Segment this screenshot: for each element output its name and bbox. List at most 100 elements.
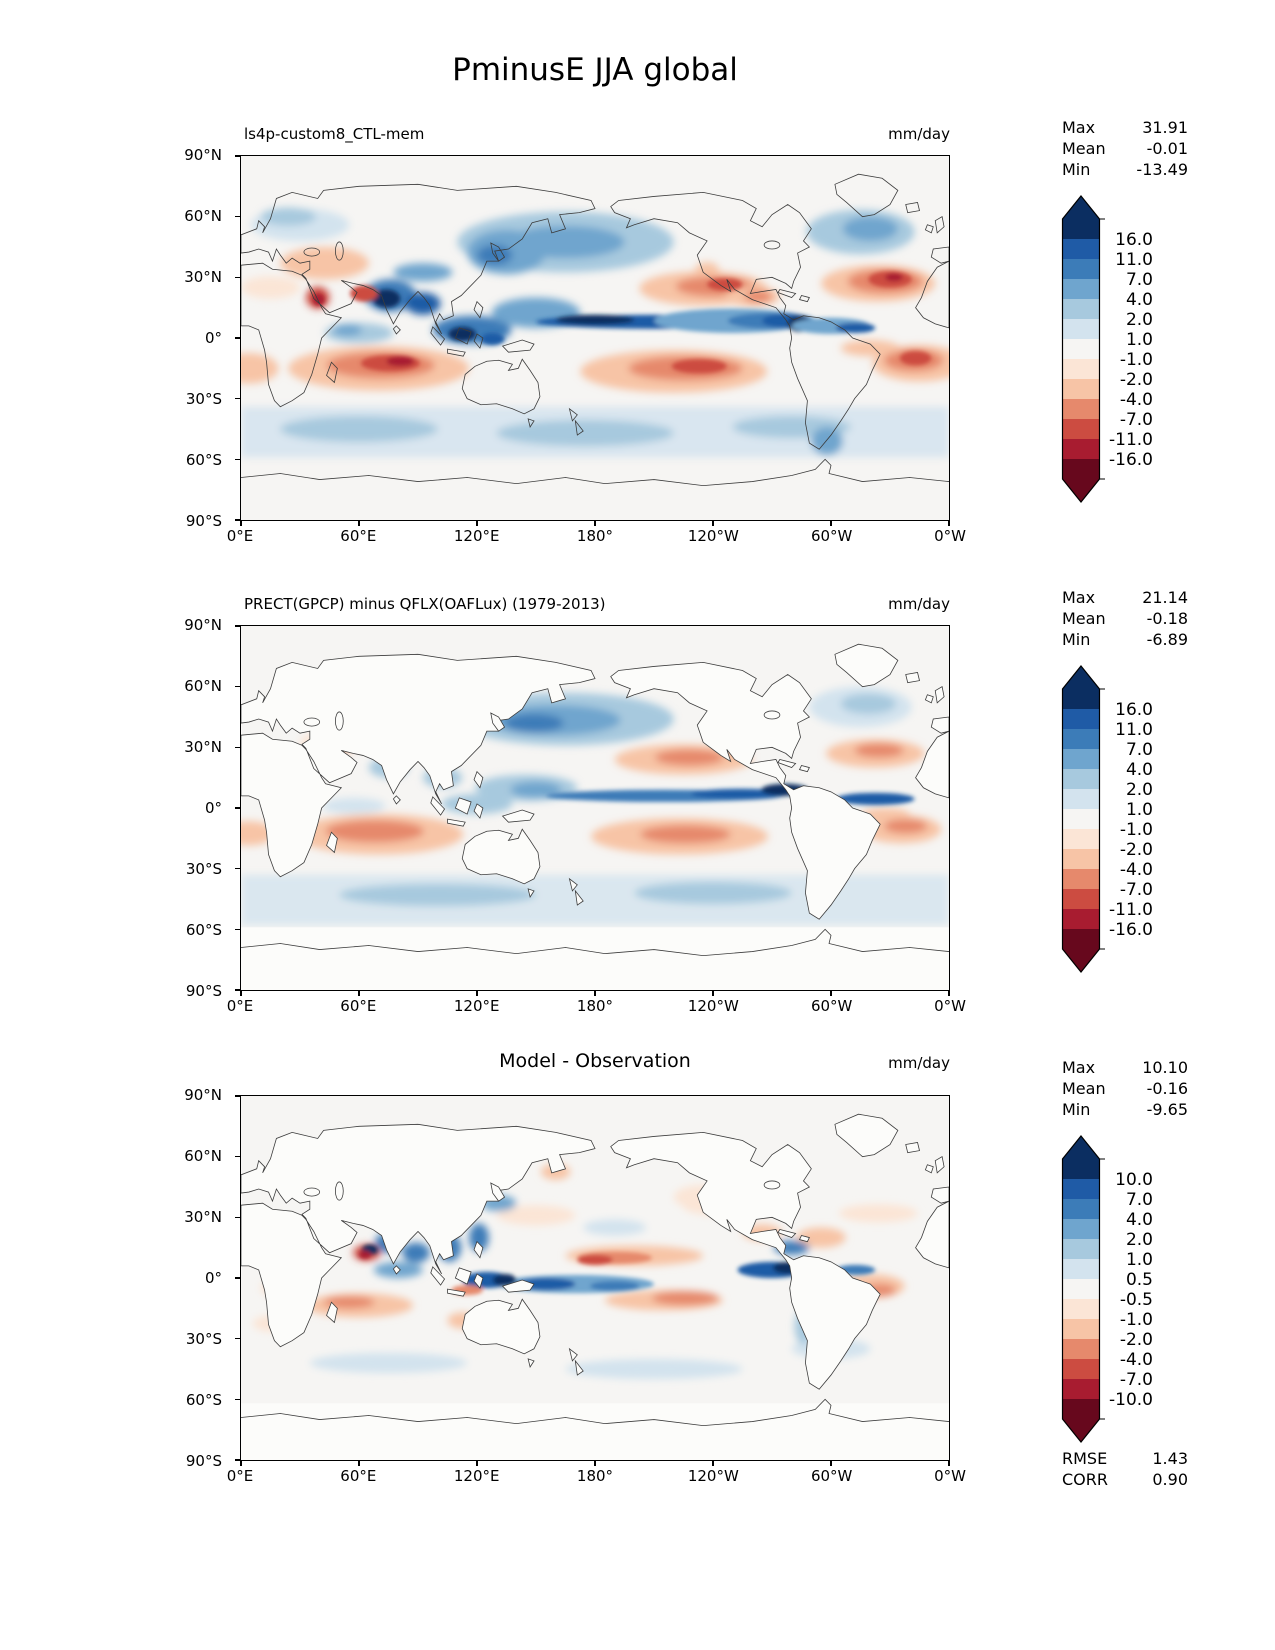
x-tick-label: 120°W [687, 527, 739, 545]
colorbar-level-label: 7.0 [1126, 1190, 1153, 1210]
colorbar-segment [1062, 1239, 1100, 1260]
y-tick-label: 60°S [185, 921, 222, 939]
colorbar-level-label: 7.0 [1126, 740, 1153, 760]
x-tick-label: 0°W [934, 1467, 966, 1485]
colorbar-segment [1062, 1159, 1100, 1180]
panel-3-title: Model - Observation [499, 1050, 691, 1072]
x-tick-mark [476, 991, 478, 996]
colorbar-level-label: -7.0 [1120, 880, 1153, 900]
colorbar-segment [1062, 1179, 1100, 1200]
x-tick-mark [948, 521, 950, 526]
colorbar-segment [1062, 419, 1100, 440]
colorbar-segment [1062, 1259, 1100, 1280]
y-tick-label: 90°N [184, 146, 222, 164]
colorbar-segment [1062, 219, 1100, 240]
x-tick-mark [358, 521, 360, 526]
panel-2-header: PRECT(GPCP) minus QFLX(OAFLux) (1979-201… [240, 595, 950, 613]
stat-label: CORR [1062, 1470, 1108, 1489]
colorbar-segment [1062, 339, 1100, 360]
colorbar-level-label: -11.0 [1109, 430, 1153, 450]
x-tick-label: 180° [576, 997, 614, 1015]
y-tick-label: 90°S [185, 512, 222, 530]
x-tick-mark [712, 991, 714, 996]
y-tick-label: 90°N [184, 1086, 222, 1104]
colorbar-upper-arrow [1062, 196, 1100, 219]
x-tick-label: 60°E [340, 527, 377, 545]
y-tick-label: 30°S [185, 1330, 222, 1348]
y-tick-mark [235, 1095, 240, 1097]
x-tick-mark [240, 521, 242, 526]
stat-row: Max 10.10 [1062, 1057, 1188, 1078]
stat-value: -0.18 [1146, 609, 1188, 628]
y-tick-mark [235, 1459, 240, 1461]
x-tick-mark [830, 1461, 832, 1466]
x-tick-label: 60°W [810, 1467, 853, 1485]
y-tick-mark [235, 458, 240, 460]
colorbar-segment [1062, 379, 1100, 400]
colorbar-end-ticks [1099, 688, 1105, 950]
y-tick-mark [235, 746, 240, 748]
y-tick-mark [235, 1338, 240, 1340]
stat-label: Min [1062, 1100, 1091, 1119]
colorbar-segment [1062, 689, 1100, 710]
x-tick-mark [594, 521, 596, 526]
colorbar-level-label: 4.0 [1126, 760, 1153, 780]
y-tick-label: 60°N [184, 677, 222, 695]
x-tick-label: 180° [576, 527, 614, 545]
colorbar-segment [1062, 299, 1100, 320]
colorbar-segment [1062, 709, 1100, 730]
colorbar-segment [1062, 929, 1100, 950]
panel-3-y-axis: 90°N 60°N 30°N 0° 30°S 60°S 90°S [170, 1086, 232, 1470]
x-tick-label: 120°W [687, 997, 739, 1015]
panel-1-stats: Max 31.91 Mean -0.01 Min -13.49 [1062, 117, 1188, 180]
colorbar-level-label: 1.0 [1126, 1250, 1153, 1270]
y-tick-mark [235, 276, 240, 278]
map-panel-1 [241, 156, 949, 520]
colorbar-segment [1062, 1359, 1100, 1380]
stat-value: -0.16 [1146, 1079, 1188, 1098]
panel-1-x-axis: 0°E 60°E 120°E 180° 120°W 60°W 0°W [227, 527, 966, 547]
y-tick-label: 30°N [184, 268, 222, 286]
y-tick-label: 30°N [184, 738, 222, 756]
y-tick-mark [235, 928, 240, 930]
colorbar-segment [1062, 279, 1100, 300]
x-tick-label: 60°W [810, 527, 853, 545]
panel-3-units: mm/day [888, 1054, 950, 1072]
y-tick-mark [235, 807, 240, 809]
y-tick-label: 90°S [185, 1452, 222, 1470]
y-tick-label: 0° [204, 329, 222, 347]
x-tick-label: 180° [576, 1467, 614, 1485]
colorbar-segment [1062, 459, 1100, 480]
x-tick-mark [830, 991, 832, 996]
colorbar-segment [1062, 1339, 1100, 1360]
stat-row: Mean -0.16 [1062, 1078, 1188, 1099]
stat-label: Max [1062, 118, 1096, 137]
colorbar-level-label: -16.0 [1109, 450, 1153, 470]
colorbar-level-label: -7.0 [1120, 410, 1153, 430]
colorbar-segment [1062, 239, 1100, 260]
field-layer-obs-bands [545, 783, 915, 805]
colorbar-level-label: 0.5 [1126, 1270, 1153, 1290]
stat-label: Mean [1062, 1079, 1106, 1098]
colorbar-level-label: -10.0 [1109, 1390, 1153, 1410]
x-tick-mark [712, 1461, 714, 1466]
colorbar-segment [1062, 809, 1100, 830]
colorbar-level-label: 4.0 [1126, 1210, 1153, 1230]
y-tick-mark [235, 1156, 240, 1158]
y-tick-label: 0° [204, 1269, 222, 1287]
colorbar-level-label: 4.0 [1126, 290, 1153, 310]
stat-row: CORR 0.90 [1062, 1469, 1188, 1490]
x-tick-label: 120°E [453, 997, 500, 1015]
colorbar-lower-arrow [1062, 1419, 1100, 1442]
x-tick-mark [476, 1461, 478, 1466]
stat-value: -0.01 [1146, 139, 1188, 158]
colorbar-level-label: 10.0 [1115, 1170, 1153, 1190]
panel-1-units: mm/day [888, 125, 950, 143]
stat-value: -9.65 [1146, 1100, 1188, 1119]
colorbar-segment [1062, 1379, 1100, 1400]
y-tick-label: 90°S [185, 982, 222, 1000]
x-tick-mark [948, 991, 950, 996]
y-tick-mark [235, 398, 240, 400]
panel-2-units: mm/day [888, 595, 950, 613]
panel-3-x-axis: 0°E 60°E 120°E 180° 120°W 60°W 0°W [227, 1467, 966, 1487]
